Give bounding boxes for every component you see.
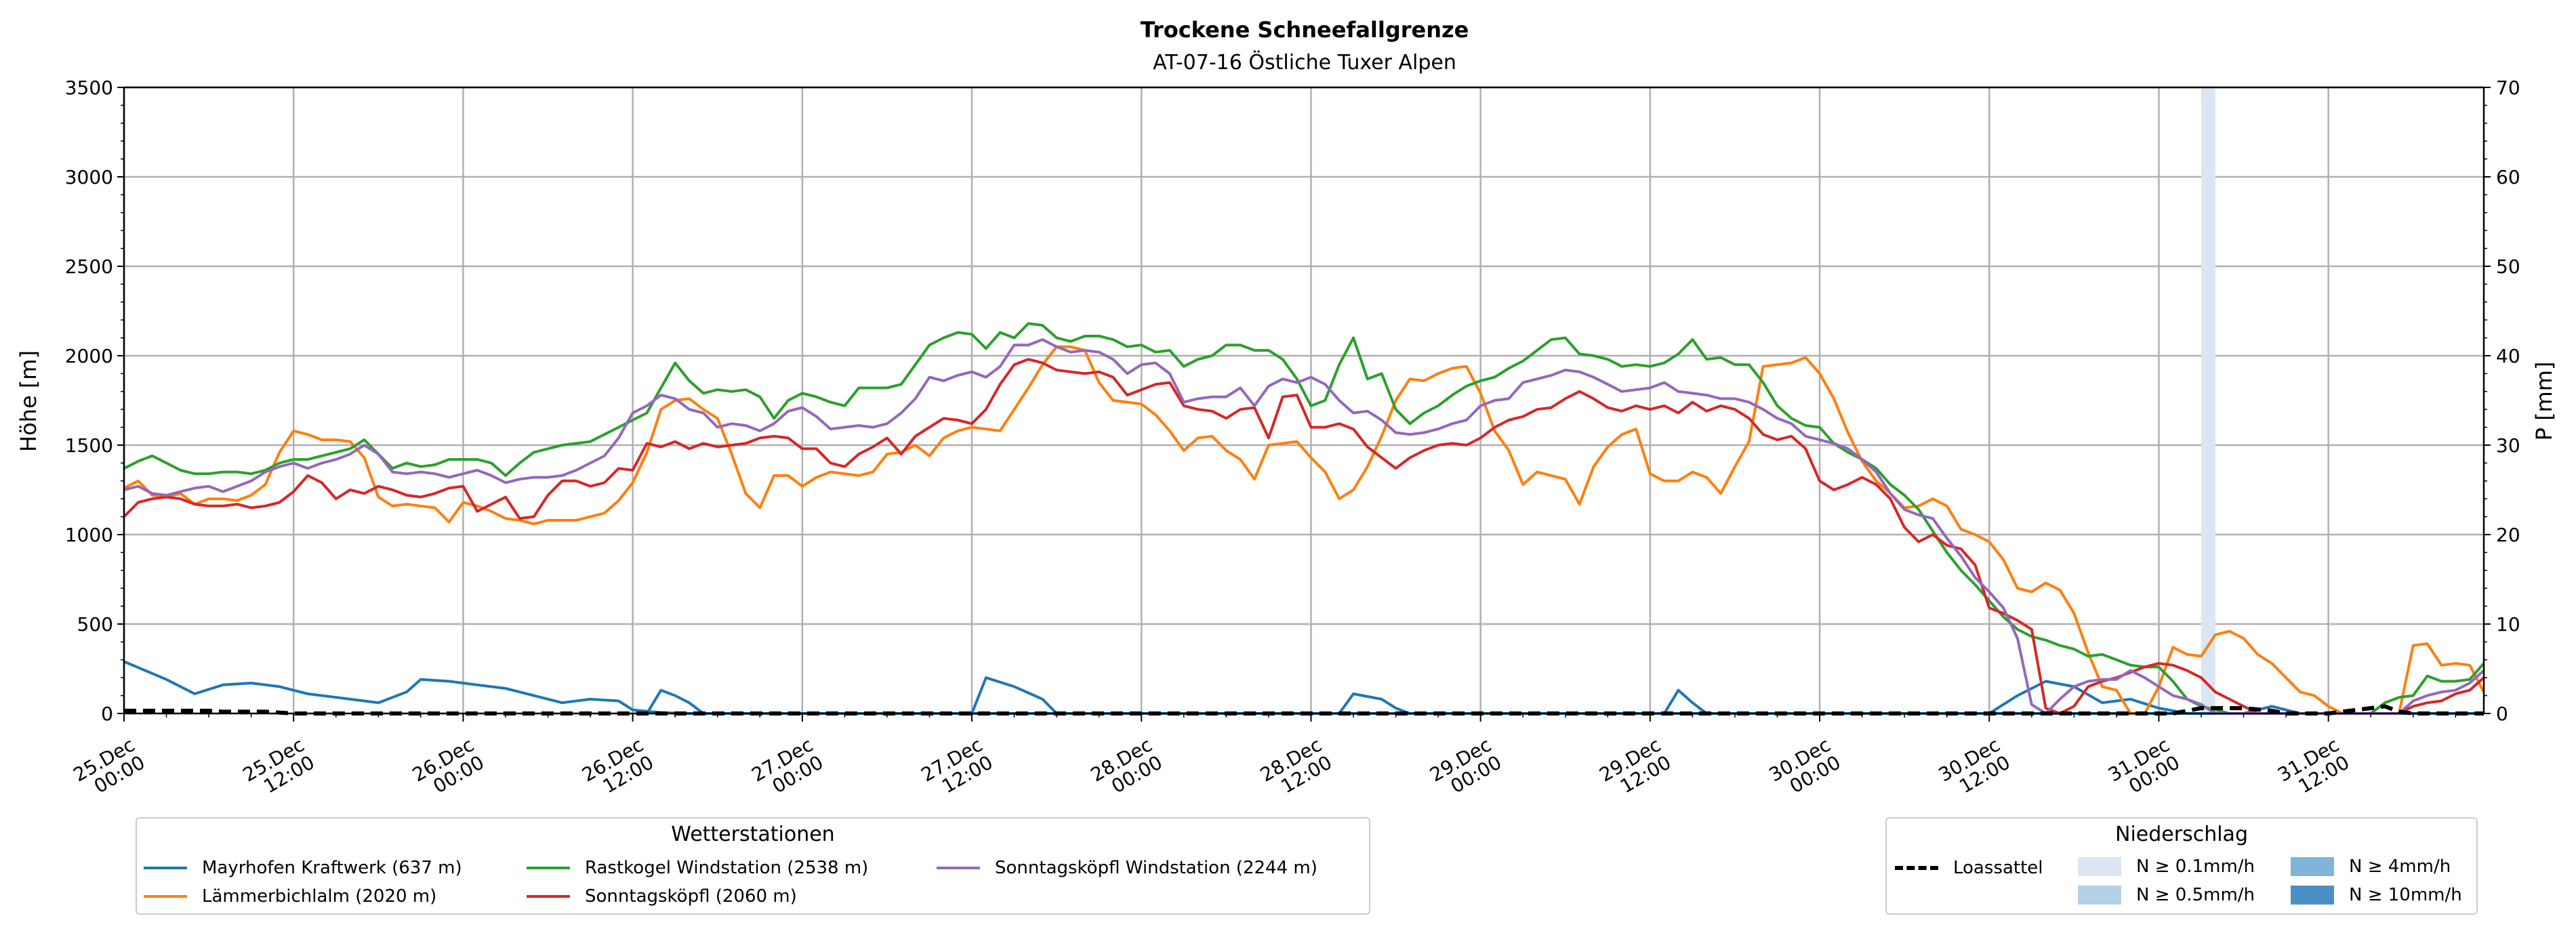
y2-tick-label: 70 [2496,77,2520,99]
legend-label: N ≥ 10mm/h [2349,885,2462,905]
legend-swatch [937,867,980,869]
legend-label: N ≥ 0.5mm/h [2136,885,2255,905]
legend-label: Lämmerbichlalm (2020 m) [202,886,437,907]
y2-tick-label: 40 [2496,345,2520,367]
x-tick-label: 30.Dec12:00 [1935,733,2014,804]
series-line-segment [970,676,1058,715]
series-line [123,358,2485,715]
legend-swatch [2078,857,2121,876]
series-line [123,345,2485,715]
legend-swatch [144,867,187,869]
x-tick-label: 27.Dec12:00 [918,733,997,804]
legend-item: Sonntagsköpfl Windstation (2244 m) [937,858,1317,878]
series-lines [123,322,2485,715]
x-tick-label: 25.Dec00:00 [70,733,149,804]
x-tick-label: 30.Dec00:00 [1765,733,1845,804]
x-tick-label: 29.Dec00:00 [1426,733,1505,804]
legend-stations-title: Wetterstationen [671,823,835,846]
legend-swatch [2291,857,2334,876]
y2-tick-label: 0 [2496,703,2508,725]
y-tick-label: 3000 [65,166,113,188]
legend-item: Rastkogel Windstation (2538 m) [527,858,868,878]
x-tick-label: 31.Dec12:00 [2274,733,2353,804]
chart-subtitle: AT-07-16 Östliche Tuxer Alpen [1153,50,1456,75]
legend-label: Sonntagsköpfl Windstation (2244 m) [995,858,1317,878]
grid-lines [123,86,2484,715]
legend-item: N ≥ 0.5mm/h [2078,885,2255,905]
x-tick-label: 31.Dec00:00 [2104,733,2184,804]
x-tick-label: 29.Dec12:00 [1595,733,1675,804]
series-line-segment [1662,688,1708,715]
legend-item: N ≥ 10mm/h [2291,885,2462,905]
y-tick-label: 1000 [65,524,113,546]
legend-item: N ≥ 0.1mm/h [2078,856,2255,877]
x-tick-label: 27.Dec00:00 [748,733,827,804]
x-tick-label: 25.Dec12:00 [239,733,319,804]
y2-tick-label: 20 [2496,524,2520,546]
series-line [123,338,2485,715]
legend-item: Loassattel [1895,858,2043,878]
y2-axis-label: P [mm] [2531,362,2557,441]
legend-precip: Niederschlag Loassattel N ≥ 0.1mm/h N ≥ … [1885,817,2478,915]
series-line-segment [1338,692,1411,715]
precip-line [124,704,2484,716]
y-tick-label: 2500 [65,255,113,278]
legend-swatch [1895,866,1938,870]
legend-item: Mayrhofen Kraftwerk (637 m) [144,858,462,878]
legend-label: Loassattel [1953,858,2043,878]
precip-shading [2201,87,2215,713]
y2-tick-label: 60 [2496,166,2520,188]
y-tick-label: 2000 [65,345,113,367]
y-tick-label: 500 [77,613,113,636]
legend-swatch [144,895,187,898]
legend-swatch [527,867,570,869]
legend-label: Sonntagsköpfl (2060 m) [585,886,797,907]
x-tick-label: 28.Dec00:00 [1087,733,1166,804]
y2-tick-label: 50 [2496,255,2520,278]
series-line [123,322,2485,715]
legend-item: Sonntagsköpfl (2060 m) [527,886,797,907]
legend-label: Mayrhofen Kraftwerk (637 m) [202,858,462,878]
x-tick-label: 26.Dec12:00 [578,733,657,804]
chart-title: Trockene Schneefallgrenze [1141,17,1469,43]
y2-tick-label: 10 [2496,613,2520,636]
tick-labels: 0 500 1000 1500 2000 2500 3000 3500 0 10 20 30 40 50 6… [65,77,2520,804]
precip-shade-band [2201,87,2215,713]
legend-swatch [2078,886,2121,905]
y-tick-label: 1500 [65,434,113,457]
legend-item: Lämmerbichlalm (2020 m) [144,886,436,907]
y-tick-label: 3500 [65,77,113,99]
legend-precip-title: Niederschlag [2115,823,2248,846]
axes [117,86,2491,722]
series-line-segment [645,688,705,715]
y2-tick-label: 30 [2496,434,2520,457]
legend-swatch [2291,886,2334,905]
legend-label: N ≥ 4mm/h [2349,856,2451,877]
y-axis-label: Höhe [m] [16,350,41,452]
x-tick-label: 28.Dec12:00 [1256,733,1336,804]
legend-label: N ≥ 0.1mm/h [2136,856,2255,877]
precip-line [124,704,2484,716]
legend-label: Rastkogel Windstation (2538 m) [585,858,869,878]
legend-item: N ≥ 4mm/h [2291,856,2451,877]
legend-stations: Wetterstationen Mayrhofen Kraftwerk (637… [136,817,1370,915]
series-line-segment [1988,680,2188,715]
legend-swatch [527,895,570,898]
x-tick-label: 26.Dec00:00 [409,733,488,804]
plot-frame [123,86,2485,715]
y-tick-label: 0 [101,703,113,725]
